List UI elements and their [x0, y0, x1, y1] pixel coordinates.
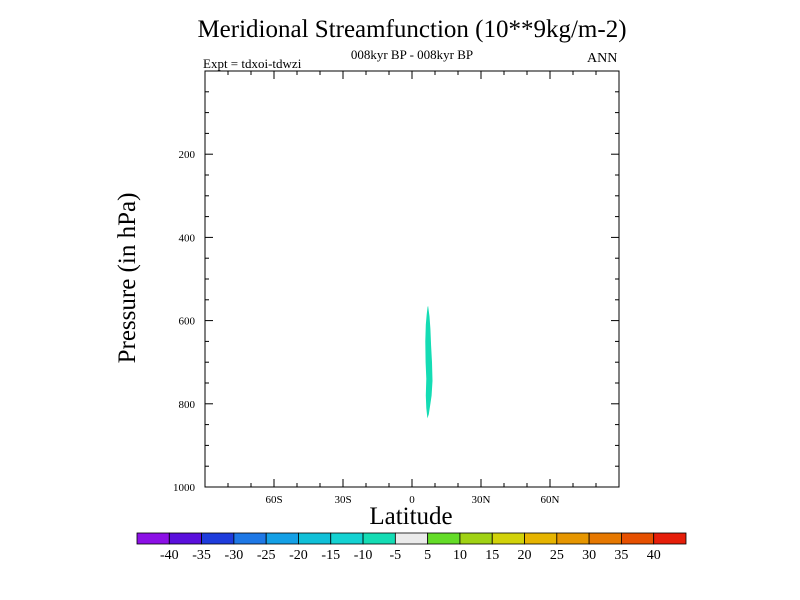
- colorbar-label: 40: [647, 548, 661, 563]
- colorbar-label: 35: [614, 548, 628, 563]
- colorbar-label: -10: [354, 548, 373, 563]
- colorbar-swatch: [265, 532, 299, 545]
- colorbar-swatch: [427, 532, 461, 545]
- colorbar-swatch: [621, 532, 655, 545]
- x-tick-label: 60S: [265, 494, 282, 506]
- colorbar: -40 -35 -30 -25 -20 -15 -10 -5 5 10 15 20 25 30 35 40: [136, 532, 687, 563]
- colorbar-label: 15: [485, 548, 499, 563]
- colorbar-swatch: [588, 532, 622, 545]
- colorbar-swatch: [330, 532, 364, 545]
- experiment-label: Expt = tdxoi-tdwzi: [203, 56, 302, 71]
- plot-frame: [204, 70, 620, 488]
- x-tick-label: 60N: [541, 494, 560, 506]
- season-label: ANN: [587, 51, 618, 66]
- colorbar-label: -40: [160, 548, 179, 563]
- colorbar-label: 30: [582, 548, 596, 563]
- colorbar-label: -20: [289, 548, 308, 563]
- colorbar-label: 10: [453, 548, 467, 563]
- colorbar-label: -30: [225, 548, 244, 563]
- y-tick-label: 200: [179, 149, 196, 161]
- colorbar-swatch: [233, 532, 267, 545]
- colorbar-swatch: [394, 532, 429, 545]
- tick-layer: [205, 71, 619, 487]
- contour-fill-layer: [425, 306, 433, 419]
- colorbar-swatch: [524, 532, 558, 545]
- colorbar-swatch: [201, 532, 235, 545]
- contour-fill-region-0: [425, 306, 433, 419]
- y-tick-label: 400: [179, 232, 196, 244]
- colorbar-label: -15: [321, 548, 340, 563]
- colorbar-swatch: [491, 532, 525, 545]
- colorbar-swatch: [653, 532, 687, 545]
- colorbar-swatch: [459, 532, 493, 545]
- x-axis-label: Latitude: [369, 503, 453, 530]
- chart-title: Meridional Streamfunction (10**9kg/m-2): [197, 16, 627, 43]
- colorbar-label: -35: [192, 548, 211, 563]
- colorbar-swatch: [556, 532, 590, 545]
- colorbar-label: 20: [518, 548, 532, 563]
- colorbar-label: 25: [550, 548, 564, 563]
- colorbar-swatch: [362, 532, 396, 545]
- y-tick-label: 1000: [173, 482, 196, 494]
- tick-label-layer: 60S 30S 0 30N 60N 200 400 600 800 1000: [173, 149, 560, 506]
- y-tick-label: 800: [179, 399, 196, 411]
- colorbar-swatch: [298, 532, 332, 545]
- colorbar-swatch: [168, 532, 202, 545]
- colorbar-label: 5: [424, 548, 431, 563]
- x-tick-label: 30S: [334, 494, 351, 506]
- y-tick-label: 600: [179, 316, 196, 328]
- colorbar-label: -5: [390, 548, 402, 563]
- colorbar-swatch: [136, 532, 170, 545]
- x-tick-label: 0: [409, 494, 415, 506]
- x-tick-label: 30N: [472, 494, 491, 506]
- chart-subtitle: 008kyr BP - 008kyr BP: [350, 47, 474, 62]
- colorbar-label: -25: [257, 548, 276, 563]
